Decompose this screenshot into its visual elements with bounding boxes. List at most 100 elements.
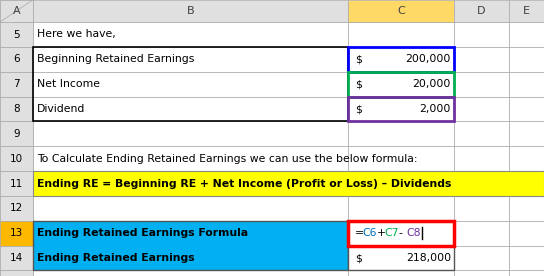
- Bar: [348, 221, 454, 246]
- Text: Dividend: Dividend: [37, 104, 85, 114]
- Text: To Calculate Ending Retained Earnings we can use the below formula:: To Calculate Ending Retained Earnings we…: [37, 154, 417, 164]
- Bar: [509, 270, 544, 276]
- Text: Ending Retained Earnings Formula: Ending Retained Earnings Formula: [37, 228, 248, 238]
- Text: C8: C8: [406, 228, 421, 238]
- Bar: [33, 196, 348, 221]
- Bar: [348, 47, 454, 72]
- Text: 6: 6: [13, 54, 20, 64]
- Bar: [454, 246, 509, 270]
- Text: -: -: [399, 228, 403, 238]
- Bar: [509, 171, 544, 196]
- Bar: [454, 246, 509, 270]
- Bar: [0, 47, 33, 72]
- Bar: [509, 0, 544, 22]
- Text: E: E: [523, 6, 530, 16]
- Text: 13: 13: [10, 228, 23, 238]
- Bar: [509, 22, 544, 47]
- Bar: [454, 97, 509, 121]
- Text: Ending Retained Earnings: Ending Retained Earnings: [37, 253, 195, 263]
- Bar: [348, 246, 454, 270]
- Bar: [0, 72, 33, 97]
- Bar: [0, 97, 33, 121]
- Bar: [348, 0, 454, 22]
- Bar: [33, 221, 348, 246]
- Text: $: $: [355, 253, 362, 263]
- Text: Here we have,: Here we have,: [37, 30, 116, 39]
- Bar: [454, 221, 509, 246]
- Text: A: A: [13, 6, 20, 16]
- Bar: [33, 72, 348, 97]
- Bar: [0, 97, 33, 121]
- Text: 11: 11: [10, 179, 23, 189]
- Bar: [348, 246, 454, 270]
- Bar: [0, 146, 33, 171]
- Bar: [348, 121, 454, 146]
- Text: Beginning Retained Earnings: Beginning Retained Earnings: [37, 54, 194, 64]
- Bar: [454, 0, 509, 22]
- Bar: [509, 221, 544, 246]
- Bar: [33, 171, 348, 196]
- Bar: [509, 47, 544, 72]
- Bar: [348, 221, 454, 246]
- Bar: [33, 221, 348, 270]
- Bar: [509, 146, 544, 171]
- Bar: [348, 97, 454, 121]
- Bar: [348, 221, 454, 246]
- Bar: [0, 221, 33, 246]
- Text: 14: 14: [10, 253, 23, 263]
- Bar: [0, 0, 33, 22]
- Bar: [33, 47, 348, 121]
- Bar: [454, 221, 509, 246]
- Bar: [0, 22, 33, 47]
- Bar: [348, 146, 454, 171]
- Bar: [0, 22, 33, 47]
- Text: 12: 12: [10, 203, 23, 213]
- Text: Net Income: Net Income: [37, 79, 100, 89]
- Text: 9: 9: [13, 129, 20, 139]
- Bar: [348, 22, 454, 47]
- Text: 200,000: 200,000: [406, 54, 451, 64]
- Text: C7: C7: [384, 228, 399, 238]
- Bar: [509, 196, 544, 221]
- Bar: [454, 270, 509, 276]
- Bar: [0, 196, 33, 221]
- Text: C: C: [397, 6, 405, 16]
- Text: 8: 8: [13, 104, 20, 114]
- Bar: [0, 246, 33, 270]
- Bar: [33, 246, 348, 270]
- Bar: [454, 72, 509, 97]
- Bar: [33, 121, 348, 146]
- Bar: [509, 221, 544, 246]
- Bar: [0, 270, 33, 276]
- Bar: [0, 0, 33, 22]
- Bar: [509, 72, 544, 97]
- Bar: [454, 171, 509, 196]
- Bar: [0, 121, 33, 146]
- Text: B: B: [187, 6, 194, 16]
- Bar: [348, 171, 454, 196]
- Bar: [33, 171, 544, 196]
- Bar: [0, 270, 33, 276]
- Bar: [348, 97, 454, 121]
- Bar: [0, 72, 33, 97]
- Text: $: $: [355, 79, 362, 89]
- Text: Ending RE = Beginning RE + Net Income (Profit or Loss) – Dividends: Ending RE = Beginning RE + Net Income (P…: [37, 179, 452, 189]
- Bar: [33, 270, 348, 276]
- Text: 2,000: 2,000: [419, 104, 451, 114]
- Text: D: D: [477, 6, 486, 16]
- Text: 7: 7: [13, 79, 20, 89]
- Bar: [454, 47, 509, 72]
- Text: 20,000: 20,000: [412, 79, 451, 89]
- Text: $: $: [355, 104, 362, 114]
- Bar: [454, 146, 509, 171]
- Bar: [509, 246, 544, 270]
- Text: 10: 10: [10, 154, 23, 164]
- Bar: [348, 196, 454, 221]
- Bar: [33, 22, 348, 47]
- Bar: [348, 47, 454, 72]
- Bar: [509, 246, 544, 270]
- Bar: [348, 72, 454, 97]
- Text: +: +: [376, 228, 386, 238]
- Bar: [33, 0, 348, 22]
- Bar: [454, 22, 509, 47]
